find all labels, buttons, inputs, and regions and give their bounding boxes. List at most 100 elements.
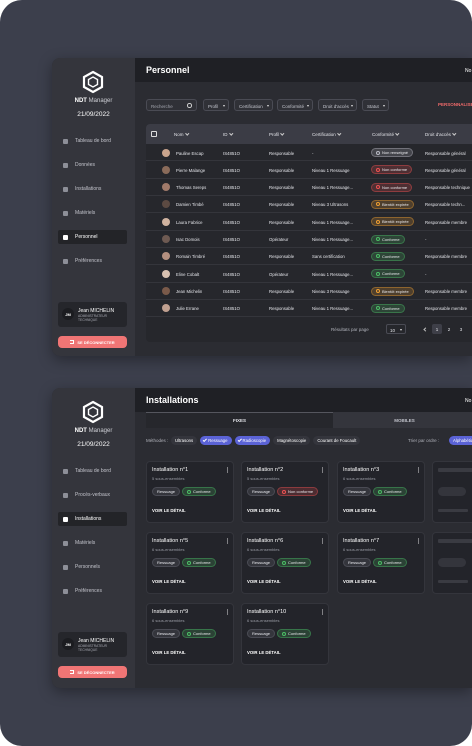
- cell: Julie Errane: [176, 306, 199, 312]
- tab[interactable]: FIXES: [146, 412, 333, 428]
- cell: Eline Cobalt: [176, 271, 200, 277]
- card-action[interactable]: VOIR LE DÉTAIL: [247, 650, 281, 655]
- sort-chip[interactable]: Alphabétique: [449, 436, 472, 445]
- logout-button[interactable]: SE DÉCONNECTER: [58, 666, 127, 678]
- method-chip[interactable]: Ultrasons: [171, 436, 198, 445]
- nav-item[interactable]: Procès-verbaux: [58, 488, 127, 502]
- page-button[interactable]: 1: [432, 324, 442, 334]
- nav-label: Données: [75, 162, 96, 168]
- prev-page[interactable]: [423, 327, 428, 332]
- column-header[interactable]: ID: [223, 131, 233, 137]
- column-header[interactable]: Droit d'accès: [425, 131, 456, 137]
- card-action[interactable]: VOIR LE DÉTAIL: [343, 508, 377, 513]
- brand-suffix: Manager: [88, 98, 113, 104]
- page-button[interactable]: 3: [456, 324, 466, 334]
- installation-card[interactable]: Installation n°2 5 sous-ensembles Ressuage…: [241, 461, 329, 523]
- card-title: Installation n°3: [343, 467, 380, 473]
- user-menu[interactable]: No: [465, 398, 472, 404]
- card-subtitle: 6 sous-ensembles: [247, 546, 280, 552]
- card-action[interactable]: VOIR LE DÉTAIL: [152, 650, 186, 655]
- nav-item[interactable]: Personnels: [58, 560, 127, 574]
- installation-card[interactable]: Installation n°5 6 sous-ensembles Ressuage…: [146, 532, 234, 594]
- method-chip[interactable]: Courant de Foucault: [313, 436, 361, 445]
- nav-icon: [63, 564, 68, 570]
- table-row[interactable]: Eline Cobalt IS4851O Opérateur Niveau 1 Res…: [146, 265, 472, 283]
- nav-item[interactable]: Installations: [58, 512, 127, 526]
- user-menu[interactable]: No: [465, 68, 472, 74]
- user-card: JM Jean MICHELIN ADMINISTRATEUR TECHNIQUE: [58, 632, 127, 657]
- installations-window: NDT Manager 21/09/2022 Tableau de bord Proc…: [52, 388, 472, 688]
- customize-link[interactable]: PERSONNALISER: [438, 102, 472, 107]
- filter-label: Conformité: [282, 103, 305, 109]
- installation-card[interactable]: Installation n°1 5 sous-ensembles Ressuage…: [146, 461, 234, 523]
- per-page-select[interactable]: 10: [386, 324, 406, 334]
- table-row[interactable]: Julie Errane IS4851O Responsable Niveau 1 R…: [146, 300, 472, 318]
- nav-item[interactable]: Préférences: [58, 254, 127, 268]
- column-header[interactable]: Certification: [312, 131, 341, 137]
- installation-card[interactable]: Installation n°9 6 sous-ensembles Ressuage…: [146, 603, 234, 665]
- table-row[interactable]: Pierre Malange IS4851O Responsable Niveau 1…: [146, 161, 472, 179]
- avatar: [162, 165, 170, 174]
- installation-card[interactable]: Installation n°7 6 sous-ensembles Ressuage…: [337, 532, 425, 594]
- installation-card[interactable]: Installation n°6 6 sous-ensembles Ressuage…: [241, 532, 329, 594]
- status-tag-label: Non conforme: [288, 489, 314, 494]
- filter-dropdown[interactable]: Conformité: [277, 99, 313, 111]
- nav-item[interactable]: Personnel: [58, 230, 127, 244]
- column-label: Conformité: [372, 131, 395, 137]
- table-row[interactable]: Laura Fabrice IS4851O Responsable Niveau 1 …: [146, 213, 472, 231]
- filter-dropdown[interactable]: Statut: [362, 99, 389, 111]
- page-button[interactable]: 2: [444, 324, 454, 334]
- card-action[interactable]: VOIR LE DÉTAIL: [343, 579, 377, 584]
- table-row[interactable]: Isac Domois IS4851O Opérateur Niveau 1 Ress…: [146, 231, 472, 248]
- nav-item[interactable]: Tableau de bord: [58, 134, 127, 148]
- filter-dropdown[interactable]: Droit d'accès: [318, 99, 357, 111]
- tab[interactable]: MOBILES: [333, 412, 472, 428]
- method-chip[interactable]: Magnétoscopie: [273, 436, 311, 445]
- nav-item[interactable]: Données: [58, 158, 127, 172]
- method-tag: Ressuage: [343, 487, 372, 496]
- cell: Damien Timbé: [176, 202, 204, 208]
- nav-item[interactable]: Installations: [58, 182, 127, 196]
- cell: Responsable: [269, 219, 295, 225]
- cell: IS4851O: [223, 271, 240, 277]
- status-tag: Conforme: [182, 487, 216, 496]
- table-row[interactable]: Thomas Sereps IS4851O Responsable Niveau 1 …: [146, 179, 472, 196]
- table-row[interactable]: Romain Timbré IS4851O Responsable Sans cert…: [146, 248, 472, 266]
- table-row[interactable]: Jean Michelin IS4851O Responsable Niveau 3 …: [146, 283, 472, 300]
- page-number: 2: [447, 326, 451, 332]
- method-chip[interactable]: Ressuage: [200, 436, 232, 445]
- method-chip[interactable]: Radioscopie: [234, 436, 271, 445]
- nav-item[interactable]: Matériels: [58, 206, 127, 220]
- chip-check: [237, 438, 242, 442]
- column-header[interactable]: Nom: [174, 131, 189, 137]
- column-header[interactable]: Conformité: [372, 131, 400, 137]
- card-action[interactable]: VOIR LE DÉTAIL: [152, 508, 186, 513]
- filter-label: Droit d'accès: [323, 103, 349, 109]
- brand: NDT Manager: [52, 98, 135, 104]
- card-menu: [227, 609, 229, 615]
- logout-button[interactable]: SE DÉCONNECTER: [58, 336, 127, 348]
- status-tag: Conforme: [182, 629, 216, 638]
- card-action[interactable]: VOIR LE DÉTAIL: [247, 508, 281, 513]
- cell: Pauline Escap: [176, 150, 204, 156]
- nav-item[interactable]: Préférences: [58, 584, 127, 598]
- installation-card[interactable]: Installation n°3 6 sous-ensembles Ressuage…: [337, 461, 425, 523]
- avatar: [162, 269, 170, 278]
- status-label: Conforme: [382, 253, 400, 259]
- card-title: Installation n°7: [343, 538, 380, 544]
- table-row[interactable]: Pauline Escap IS4851O Responsable - Non rens…: [146, 144, 472, 162]
- logo-hex: [82, 400, 104, 424]
- logo-hex: [82, 70, 104, 94]
- nav-item[interactable]: Tableau de bord: [58, 464, 127, 478]
- column-header[interactable]: Profil: [269, 131, 285, 137]
- per-page-caret: [400, 329, 402, 331]
- card-action[interactable]: VOIR LE DÉTAIL: [152, 579, 186, 584]
- search-box[interactable]: Recherche: [146, 99, 197, 111]
- table-row[interactable]: Damien Timbé IS4851O Responsable Niveau 3 U…: [146, 196, 472, 214]
- card-action[interactable]: VOIR LE DÉTAIL: [247, 579, 281, 584]
- installation-card[interactable]: Installation n°10 6 sous-ensembles Ressuag…: [241, 603, 329, 665]
- nav-item[interactable]: Matériels: [58, 536, 127, 550]
- filter-dropdown[interactable]: Certification: [234, 99, 273, 111]
- card-subtitle: 5 sous-ensembles: [152, 475, 185, 481]
- filter-dropdown[interactable]: Profil: [203, 99, 229, 111]
